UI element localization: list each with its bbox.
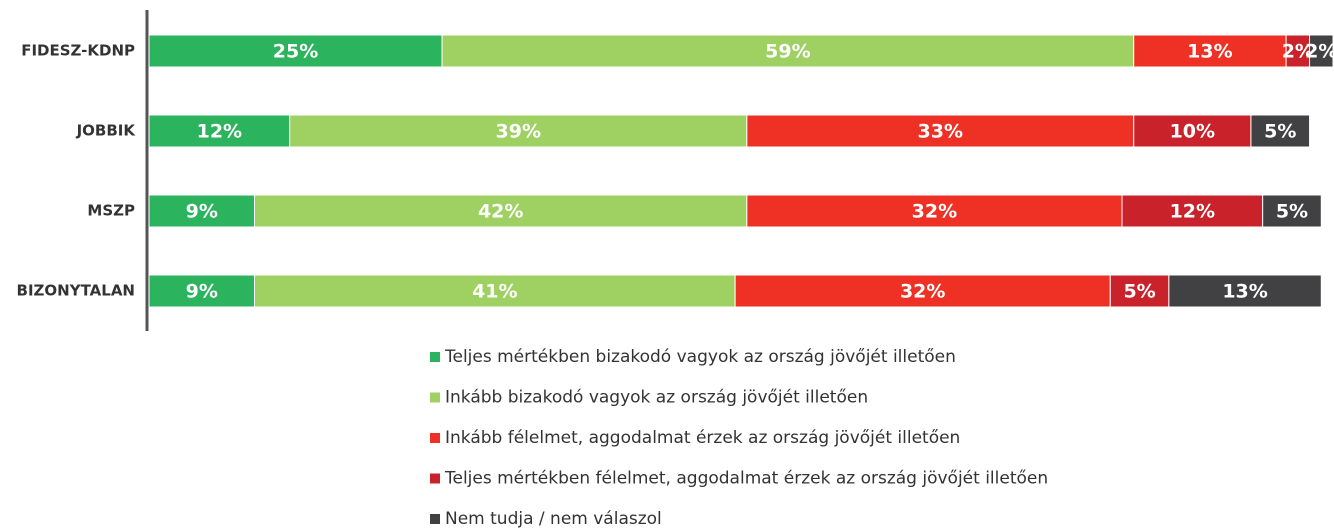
category-label: JOBBIK: [76, 122, 137, 140]
data-label: 41%: [472, 281, 517, 303]
bar-segment: [1262, 194, 1322, 228]
bar-segment: [148, 274, 256, 308]
data-label: 5%: [1123, 281, 1155, 303]
data-label: 25%: [273, 41, 318, 63]
data-label: 39%: [496, 121, 541, 143]
data-label: 13%: [1222, 281, 1267, 303]
data-label: 13%: [1187, 41, 1232, 63]
bar-segment: [254, 274, 736, 308]
data-label: 5%: [1276, 201, 1308, 223]
legend-swatch: [430, 514, 440, 524]
bar-segment: [734, 274, 1111, 308]
data-label: 9%: [186, 201, 218, 223]
legend-swatch: [430, 433, 440, 443]
bar-segment: [1309, 34, 1334, 68]
legend-label: Teljes mértékben bizakodó vagyok az orsz…: [444, 347, 956, 367]
legend-label: Inkább félelmet, aggodalmat érzek az ors…: [445, 428, 960, 448]
data-label: 9%: [186, 281, 218, 303]
data-label: 59%: [765, 41, 810, 63]
legend-swatch: [430, 352, 440, 362]
data-label: 2%: [1305, 41, 1334, 63]
bar-segment: [441, 34, 1135, 68]
bar-segment: [254, 194, 748, 228]
category-label: MSZP: [87, 202, 135, 220]
bar-segment: [289, 114, 748, 148]
bar-segment: [1133, 114, 1252, 148]
bar-segment: [746, 114, 1135, 148]
category-label: BIZONYTALAN: [17, 282, 135, 300]
bar-segment: [148, 114, 291, 148]
legend-swatch: [430, 392, 440, 403]
data-label: 2%: [1282, 41, 1314, 63]
data-label: 32%: [912, 201, 957, 223]
bar-segment: [746, 194, 1123, 228]
legend-label: Inkább bizakodó vagyok az ország jövőjét…: [445, 388, 868, 408]
data-label: 12%: [197, 121, 242, 143]
data-label: 10%: [1170, 121, 1215, 143]
bar-segment: [1133, 34, 1287, 68]
bar-segment: [1109, 274, 1170, 308]
data-label: 12%: [1170, 201, 1215, 223]
legend-label: Nem tudja / nem válaszol: [445, 509, 662, 529]
bar-segment: [1168, 274, 1322, 308]
data-label: 32%: [900, 281, 945, 303]
category-label: FIDESZ-KDNP: [21, 42, 135, 60]
legend-swatch: [430, 473, 440, 484]
bar-segment: [1250, 114, 1311, 148]
data-label: 33%: [918, 121, 963, 143]
bar-segment: [1121, 194, 1264, 228]
data-label: 5%: [1264, 121, 1296, 143]
legend-label: Teljes mértékben félelmet, aggodalmat ér…: [444, 469, 1048, 489]
data-label: 42%: [478, 201, 523, 223]
